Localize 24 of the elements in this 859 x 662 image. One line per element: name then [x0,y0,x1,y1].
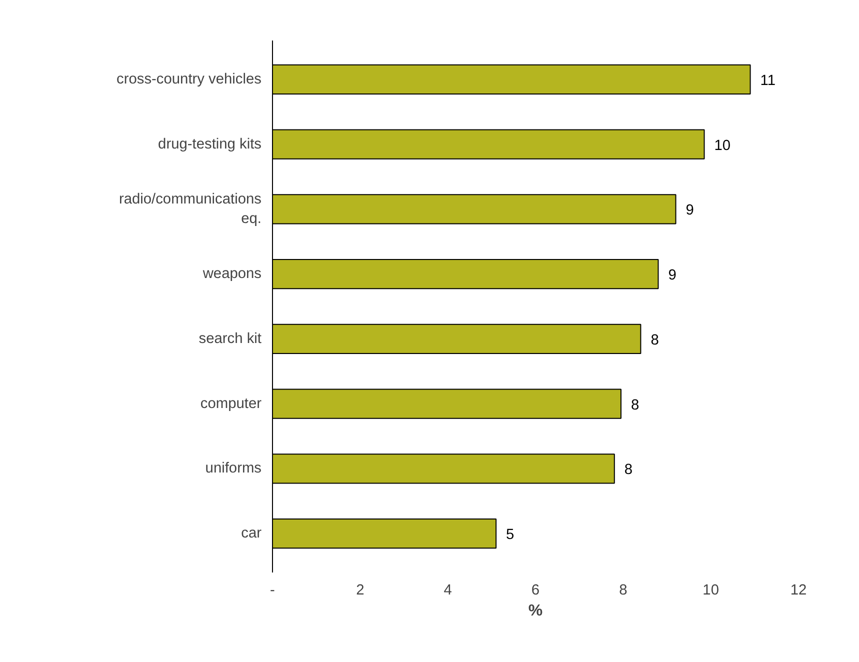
y-tick-label: drug-testing kits [158,136,262,152]
x-tick-label: 4 [444,582,452,598]
y-tick-label: cross-country vehicles [116,71,262,88]
data-label: 9 [686,202,694,219]
data-label: 5 [506,527,514,544]
y-tick-label: weapons [202,266,262,282]
y-tick-label: search kit [198,330,262,347]
data-label: 8 [630,397,640,414]
y-tick-label: car [241,526,262,542]
x-tick-label: - [270,582,276,598]
data-label: 10 [714,138,731,154]
x-tick-label: 10 [702,582,719,598]
y-tick-label: computer [200,396,262,412]
x-axis-title: % [528,602,543,620]
x-tick-label: 12 [790,582,807,598]
y-tick-label: uniforms [205,460,262,477]
data-label: 11 [760,72,776,89]
data-label: 8 [650,332,659,348]
data-label: 9 [668,268,676,284]
y-tick-label: radio/communications eq. [118,192,262,227]
x-tick-label: 8 [619,582,628,598]
x-tick-label: 2 [356,582,364,598]
x-tick-label: 6 [531,582,540,598]
data-label: 8 [624,462,633,478]
